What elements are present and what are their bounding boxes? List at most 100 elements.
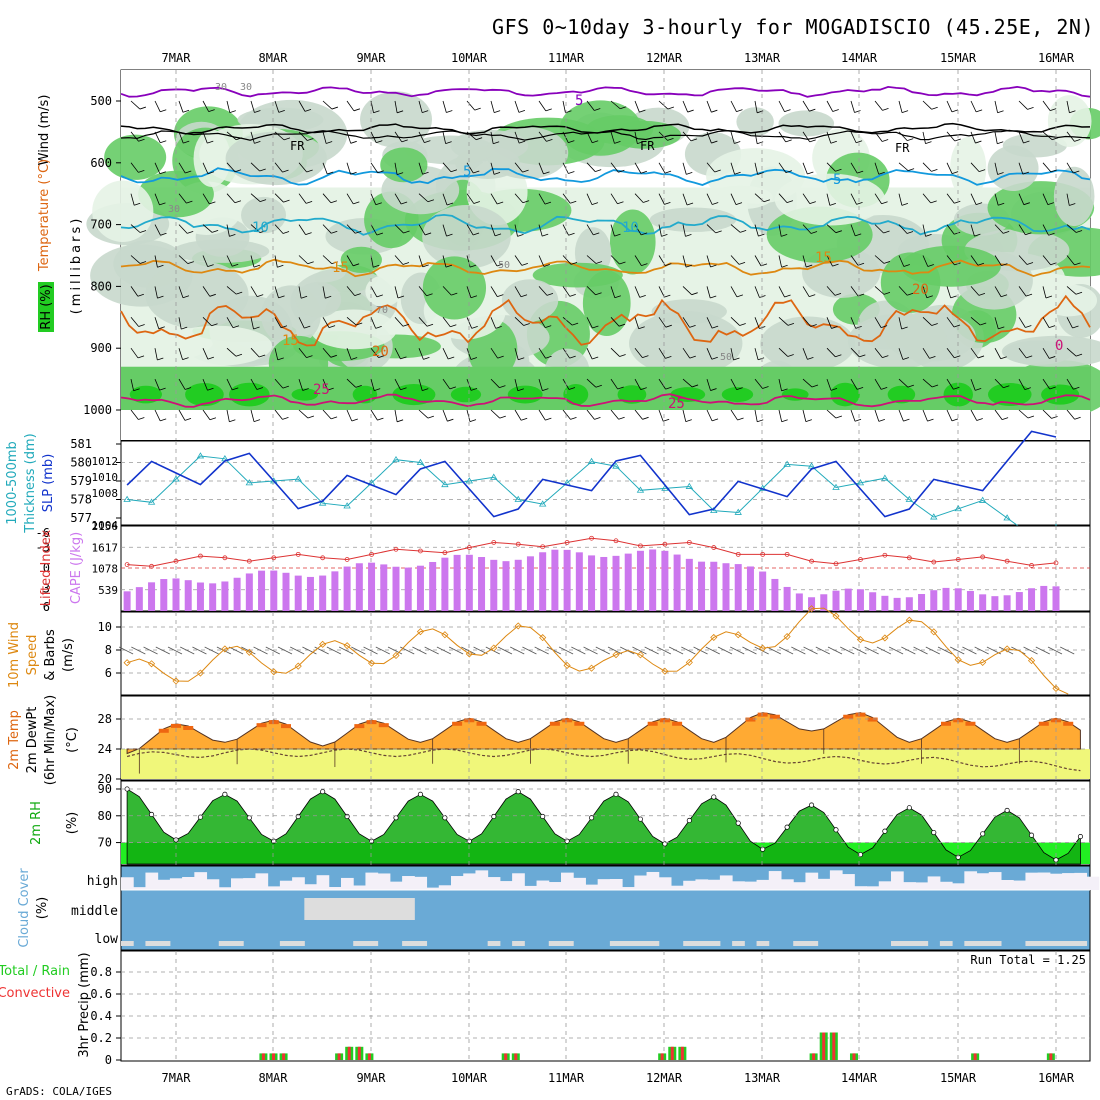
wind-barb-flag <box>182 295 190 299</box>
wind-barb-flag <box>400 356 407 360</box>
wind-barb-flag <box>355 230 362 234</box>
cloud-high-gap <box>1049 873 1063 890</box>
li-point <box>809 558 814 564</box>
li-point <box>760 551 766 557</box>
y-tick-label: 500 <box>90 94 112 108</box>
wind10-point <box>856 636 865 644</box>
wind-barb-flag <box>1050 108 1057 112</box>
wind-barb-flag <box>373 264 380 268</box>
cape-bar <box>820 594 828 611</box>
wind-barb <box>946 255 955 266</box>
wind-barb <box>1066 131 1075 142</box>
cloud-high-gap <box>622 887 635 890</box>
rh-legend-swatch <box>38 282 54 332</box>
wind-barb-flag <box>232 325 240 329</box>
rh-region <box>559 100 641 156</box>
wind-barb-flag <box>209 293 216 297</box>
wind-barb-flag <box>331 261 338 265</box>
slp-line <box>126 430 1057 518</box>
wind-barb-flag <box>422 171 429 175</box>
wind-barb <box>394 348 401 360</box>
wind-barb <box>274 224 284 234</box>
wind-barb-flag <box>445 264 453 268</box>
wind10-point <box>416 628 425 636</box>
wind-barb-flag <box>182 357 189 361</box>
wind-barb-flag <box>950 295 957 299</box>
wind-barb <box>346 255 354 267</box>
cloud-low-gap <box>402 941 415 946</box>
cloud-high-gap <box>817 878 831 890</box>
wind-barb-flag <box>740 229 747 233</box>
wind-barb-flag <box>614 141 621 144</box>
thickness-point <box>856 479 865 486</box>
wind-barb <box>514 224 518 237</box>
wind-barb-flag <box>903 418 910 422</box>
wind-barb <box>586 255 597 264</box>
temp-max-cap <box>965 721 976 726</box>
slp-tick-label: 1010 <box>92 471 119 484</box>
wind-barb-flag <box>424 140 431 144</box>
cloud-high-gap <box>267 886 281 890</box>
wind-barb-flag <box>427 199 435 203</box>
wind-barb-flag <box>257 294 264 298</box>
wind-barb-flag <box>809 139 816 143</box>
wind-barb-flag <box>493 141 500 145</box>
wind10-barb <box>338 646 354 655</box>
cape-bar <box>575 552 583 611</box>
wind-barb-flag <box>784 294 791 298</box>
wind-barb-flag <box>907 138 914 141</box>
wind-barb-flag <box>229 233 236 237</box>
cape-bar <box>905 597 913 611</box>
cloud-low-gap <box>1049 941 1063 946</box>
wind10-point <box>783 632 791 641</box>
wind-barb-flag <box>497 201 504 205</box>
wind-barb-flag <box>592 356 599 360</box>
wind-barb <box>610 100 621 110</box>
wind-barb-flag <box>134 202 141 206</box>
wind-barb <box>370 162 379 173</box>
wind10-point <box>147 660 156 668</box>
wind-barb-flag <box>810 231 818 234</box>
cape-bar <box>649 549 657 611</box>
wind-barb <box>538 409 546 421</box>
rh2m-point <box>564 838 570 844</box>
wind-barb <box>538 255 545 267</box>
rh2m-point <box>295 813 301 820</box>
cloud-low-gap <box>964 941 978 946</box>
y-tick-label: 6 <box>105 666 112 680</box>
wind-barb-flag <box>714 169 721 173</box>
wind-barb <box>682 378 693 388</box>
wind-barb <box>1042 286 1047 299</box>
t5-contour <box>120 167 1091 186</box>
wind-barb-flag <box>711 109 718 113</box>
wind-barb <box>850 255 859 266</box>
wind-barb <box>418 378 423 391</box>
wind-barb <box>490 100 495 113</box>
cloud-mid-gap <box>316 898 330 920</box>
rh-region <box>774 173 886 226</box>
wind-barb <box>226 131 237 141</box>
wind-barb <box>226 286 237 295</box>
rh-region-saturated <box>617 385 647 404</box>
cloud-low-gap <box>1062 941 1075 946</box>
wind-barb <box>154 409 161 422</box>
wind-barb-flag <box>494 110 501 113</box>
date-label-top: 14MAR <box>841 51 878 65</box>
wind-barb <box>946 347 955 358</box>
wind-barb <box>802 162 808 175</box>
wind-barb-flag <box>160 232 167 236</box>
y-tick-label: 581 <box>70 437 92 451</box>
wind-barb <box>586 193 593 205</box>
upper-ylabel-temp: Temperature (°C) <box>37 159 52 272</box>
wind-barb-flag <box>304 109 312 112</box>
wind-barb-flag <box>546 292 554 296</box>
cloud-high-gap <box>279 880 293 890</box>
cloud-low-gap <box>365 941 379 946</box>
wind-barb <box>922 378 933 388</box>
thickness-point <box>147 498 156 505</box>
wind-barb <box>778 379 782 391</box>
wind-barb-flag <box>835 354 842 358</box>
rh2m-point <box>735 820 741 826</box>
wind-barb <box>994 224 1004 234</box>
cloud-high-gap <box>145 872 159 890</box>
